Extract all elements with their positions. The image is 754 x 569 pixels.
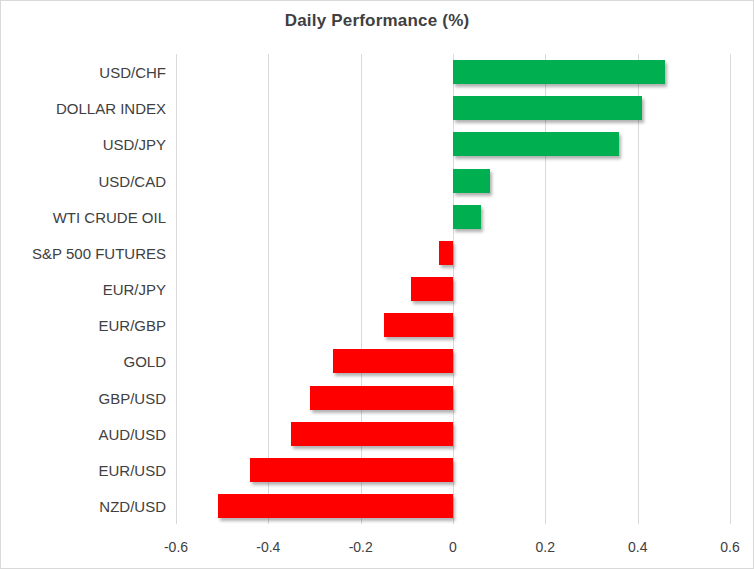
gridline-x--0.2 <box>361 54 362 524</box>
x-tick-label: 0.4 <box>608 539 668 555</box>
category-label-nzd-usd: NZD/USD <box>0 497 166 514</box>
bar-usd-cad <box>453 169 490 193</box>
bar-nzd-usd <box>218 494 454 518</box>
plot-area: -0.6-0.4-0.200.20.40.6USD/CHFDOLLAR INDE… <box>176 54 730 524</box>
category-label-aud-usd: AUD/USD <box>0 425 166 442</box>
category-label-usd-chf: USD/CHF <box>0 64 166 81</box>
gridline-x-0.4 <box>638 54 639 524</box>
category-label-usd-jpy: USD/JPY <box>0 136 166 153</box>
gridline-x--0.4 <box>268 54 269 524</box>
bar-eur-jpy <box>411 277 453 301</box>
category-label-gbp-usd: GBP/USD <box>0 389 166 406</box>
chart-title: Daily Performance (%) <box>1 11 753 31</box>
bar-dollar-index <box>453 96 642 120</box>
category-label-wti-crude-oil: WTI CRUDE OIL <box>0 208 166 225</box>
gridline-x--0.6 <box>176 54 177 524</box>
category-label-eur-gbp: EUR/GBP <box>0 317 166 334</box>
gridline-x-0 <box>453 54 454 524</box>
category-label-eur-usd: EUR/USD <box>0 461 166 478</box>
bar-usd-jpy <box>453 132 619 156</box>
bar-aud-usd <box>291 422 453 446</box>
x-tick-label: 0 <box>423 539 483 555</box>
bar-s-p-500-futures <box>439 241 453 265</box>
x-tick-label: 0.6 <box>700 539 754 555</box>
x-tick-label: 0.2 <box>515 539 575 555</box>
gridline-x-0.2 <box>545 54 546 524</box>
gridline-x-0.6 <box>730 54 731 524</box>
category-label-s-p-500-futures: S&P 500 FUTURES <box>0 244 166 261</box>
bar-eur-gbp <box>384 313 453 337</box>
category-label-eur-jpy: EUR/JPY <box>0 281 166 298</box>
daily-performance-chart: Daily Performance (%) -0.6-0.4-0.200.20.… <box>0 0 754 569</box>
category-label-dollar-index: DOLLAR INDEX <box>0 100 166 117</box>
x-tick-label: -0.2 <box>331 539 391 555</box>
x-tick-label: -0.6 <box>146 539 206 555</box>
bar-usd-chf <box>453 60 665 84</box>
bar-wti-crude-oil <box>453 205 481 229</box>
category-label-usd-cad: USD/CAD <box>0 172 166 189</box>
category-label-gold: GOLD <box>0 353 166 370</box>
bar-eur-usd <box>250 458 453 482</box>
bar-gbp-usd <box>310 386 453 410</box>
x-tick-label: -0.4 <box>238 539 298 555</box>
bar-gold <box>333 349 453 373</box>
